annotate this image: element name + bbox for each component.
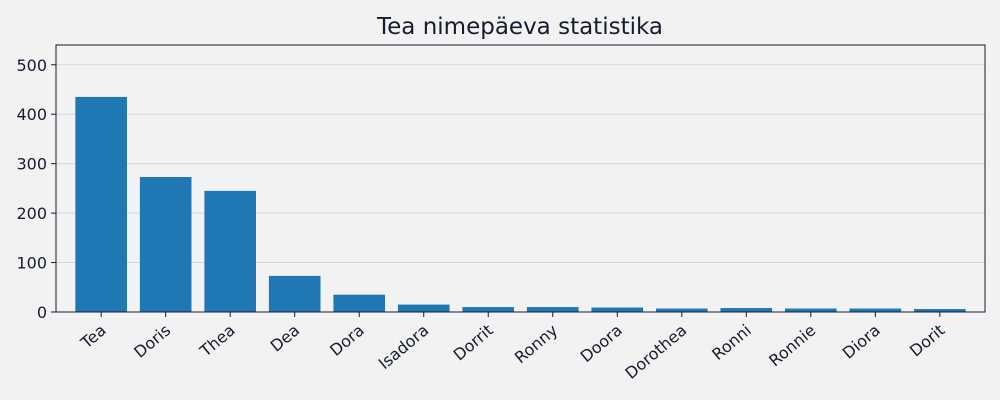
x-tick-label: Dorrit <box>450 321 497 365</box>
bar-dorit <box>914 309 966 312</box>
bar-tea <box>75 96 127 313</box>
plot-frame <box>55 44 986 313</box>
x-tick-label: Dea <box>267 321 304 356</box>
bar-isadora <box>397 304 450 312</box>
x-tick-label: Doora <box>577 321 626 367</box>
x-tick-label: Ronni <box>708 321 755 364</box>
x-tick-label: Isadora <box>375 321 433 374</box>
x-tick-label: Diora <box>839 321 884 363</box>
x-tick-label: Ronny <box>511 321 561 368</box>
x-tick-label: Doris <box>130 321 174 362</box>
bar-thea <box>204 190 256 312</box>
bars <box>75 96 966 313</box>
y-tick-label: 100 <box>16 254 47 273</box>
bar-diora <box>849 308 902 312</box>
bar-dora <box>333 294 386 312</box>
x-axis-ticks: Tea Doris Thea Dea Dora Isadora Dorrit Ronny Doo… <box>76 312 948 383</box>
gridlines <box>56 64 985 313</box>
y-tick-label: 300 <box>16 155 47 174</box>
x-tick-label: Ronnie <box>765 321 819 371</box>
y-tick-label: 0 <box>37 303 47 322</box>
x-tick-label: Tea <box>76 321 109 353</box>
x-tick-label: Thea <box>195 321 238 362</box>
bar-ronnie <box>785 308 837 312</box>
y-tick-label: 500 <box>16 56 47 75</box>
bar-dea <box>268 275 321 312</box>
bar-doora <box>591 307 644 312</box>
bar-dorothea <box>655 308 708 312</box>
y-tick-label: 200 <box>16 204 47 223</box>
bar-ronni <box>720 308 773 312</box>
bar-doris <box>139 177 192 312</box>
bar-ronny <box>526 307 579 312</box>
bar-dorrit <box>462 307 515 312</box>
y-axis-ticks: 0 100 200 300 400 500 <box>16 56 56 322</box>
chart-title: Tea nimepäeva statistika <box>376 14 663 40</box>
x-tick-label: Dorit <box>906 321 948 361</box>
x-tick-label: Dora <box>326 321 368 360</box>
y-tick-label: 400 <box>16 105 47 124</box>
x-tick-label: Dorothea <box>621 321 690 383</box>
